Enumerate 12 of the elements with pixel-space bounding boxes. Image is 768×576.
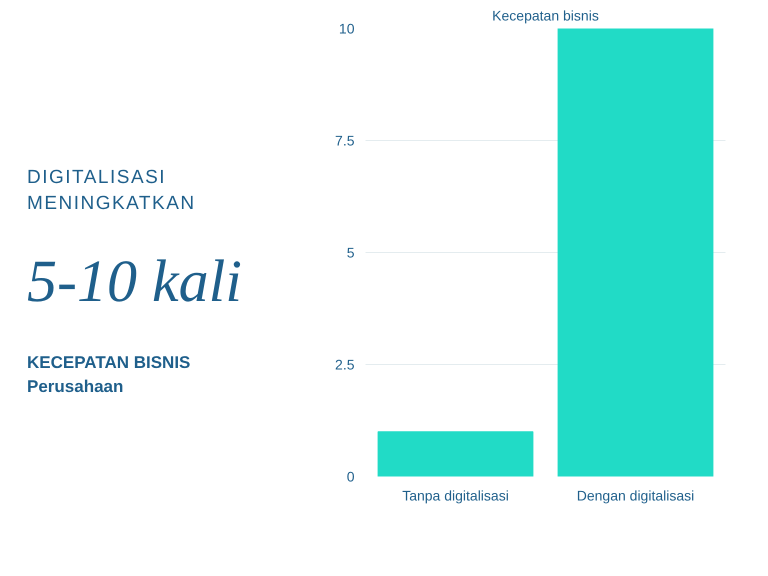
text: 5-10 kali	[27, 247, 243, 316]
y-tick-label: 0	[346, 468, 355, 484]
x-tick-label: Dengan digitalisasi	[576, 488, 694, 504]
y-tick-label: 2.5	[335, 356, 355, 372]
y-tick-label: 10	[338, 20, 355, 36]
chart-title: Kecepatan bisnis	[492, 8, 599, 24]
text: DIGITALISASI MENINGKATKAN	[27, 166, 197, 216]
text: Perusahaan	[27, 376, 124, 398]
y-tick-label: 5	[346, 244, 355, 260]
y-tick-label: 7.5	[335, 132, 355, 148]
x-tick-label: Tanpa digitalisasi	[402, 488, 509, 504]
text: KECEPATAN BISNIS	[27, 352, 192, 374]
